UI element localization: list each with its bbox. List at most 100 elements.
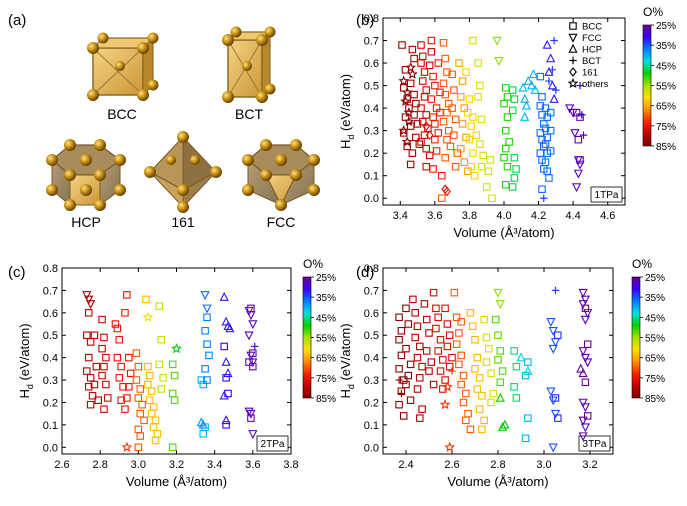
data-point-square: [399, 412, 408, 420]
y-tick-label: 0.2: [364, 397, 379, 409]
data-point-square: [168, 389, 177, 398]
colorbar-tick-label: 55%: [316, 334, 336, 345]
data-point-plus: [550, 36, 558, 45]
data-point-down-triangle: [578, 288, 588, 298]
data-point-square: [503, 93, 512, 101]
data-point-square: [201, 326, 209, 335]
data-point-square: [100, 362, 108, 371]
data-point-down-triangle: [86, 300, 96, 310]
data-point-square: [90, 380, 99, 389]
y-tick-label: 0.2: [364, 148, 379, 160]
data-point-down-triangle: [548, 396, 558, 406]
data-point-up-triangle: [523, 75, 533, 85]
data-point-square: [416, 342, 424, 351]
s161-structure-icon: [144, 131, 222, 213]
data-point-square: [417, 59, 425, 67]
data-point-square: [467, 162, 475, 171]
data-point-square: [434, 59, 443, 67]
data-point-square: [395, 365, 403, 373]
data-point-square: [432, 147, 441, 155]
data-point-square: [443, 135, 451, 144]
colorbar-tick-label: 35%: [656, 41, 676, 52]
data-point-square: [422, 347, 431, 355]
x-tick-label: 2.4: [398, 459, 413, 471]
data-point-down-triangle: [244, 331, 254, 341]
legend-marker-diamond: [569, 67, 577, 77]
x-axis-label: Volume (Å³/atom): [126, 474, 227, 489]
data-point-square: [408, 149, 417, 157]
data-point-square: [429, 380, 438, 389]
data-point-square: [422, 162, 430, 171]
data-point-down-triangle: [246, 311, 256, 321]
data-point-plus: [552, 86, 560, 94]
data-point-square: [121, 309, 129, 317]
data-point-plus: [540, 194, 548, 202]
data-point-square: [508, 106, 517, 115]
data-point-square: [417, 41, 425, 49]
data-point-square: [510, 95, 519, 103]
data-point-up-triangle: [544, 66, 554, 76]
data-point-down-triangle: [578, 398, 588, 408]
data-point-square: [406, 396, 415, 404]
data-point-square: [427, 95, 436, 103]
data-point-square: [429, 113, 437, 121]
data-point-down-triangle: [246, 351, 256, 361]
data-point-square: [457, 318, 465, 326]
data-point-square: [159, 374, 167, 382]
data-point-square: [487, 369, 495, 378]
data-point-down-triangle: [202, 304, 212, 314]
data-point-square: [147, 387, 156, 396]
data-point-up-triangle: [223, 321, 233, 331]
x-axis-label: Volume (Å³/atom): [447, 474, 548, 489]
data-point-square: [199, 430, 207, 438]
y-tick-label: 0.4: [43, 353, 58, 365]
data-point-down-triangle: [495, 300, 505, 310]
x-tick-label: 2.8: [490, 459, 505, 471]
data-point-square: [123, 291, 131, 299]
colorbar-tick-label: 75%: [656, 122, 676, 133]
data-point-square: [397, 326, 406, 335]
data-point-square: [408, 45, 417, 54]
data-point-square: [126, 369, 135, 378]
data-point-square: [460, 158, 468, 166]
data-point-down-triangle: [565, 104, 575, 114]
legend-label: 161: [582, 68, 598, 79]
data-point-square: [459, 371, 468, 380]
data-point-up-triangle: [520, 111, 530, 121]
data-point-square: [411, 333, 419, 342]
data-point-star: [401, 136, 413, 147]
legend-marker-down-triangle: [568, 33, 578, 43]
x-tick-label: 3.6: [245, 459, 260, 471]
data-point-square: [521, 371, 530, 380]
data-point-square: [576, 156, 584, 164]
data-point-up-triangle: [520, 93, 530, 103]
colorbar-tick-label: 65%: [645, 354, 665, 365]
data-point-square: [197, 376, 206, 384]
data-point-square: [410, 54, 418, 63]
data-point-down-triangle: [546, 318, 556, 327]
data-point-square: [457, 380, 465, 389]
data-point-down-triangle: [84, 295, 94, 305]
colorbar-title: O%: [303, 257, 323, 271]
colorbar-tick-label: 25%: [316, 273, 336, 284]
data-point-square: [524, 414, 532, 422]
data-point-square: [459, 398, 468, 407]
data-point-square: [422, 86, 430, 94]
data-point-square: [427, 36, 436, 45]
x-tick-label: 3.2: [582, 459, 597, 471]
data-point-square: [144, 380, 152, 389]
hcp-structure-icon: [46, 139, 126, 211]
data-point-square: [496, 347, 505, 355]
data-point-down-triangle: [578, 432, 588, 442]
data-point-square: [136, 432, 144, 440]
data-point-square: [142, 295, 150, 304]
data-point-square: [134, 425, 143, 434]
data-point-square: [439, 356, 447, 364]
data-point-square: [451, 162, 460, 171]
data-point-square: [427, 358, 436, 366]
data-point-square: [395, 313, 403, 322]
data-point-square: [477, 115, 486, 124]
data-point-square: [134, 362, 143, 371]
data-point-square: [458, 77, 467, 85]
data-point-square: [413, 385, 422, 393]
